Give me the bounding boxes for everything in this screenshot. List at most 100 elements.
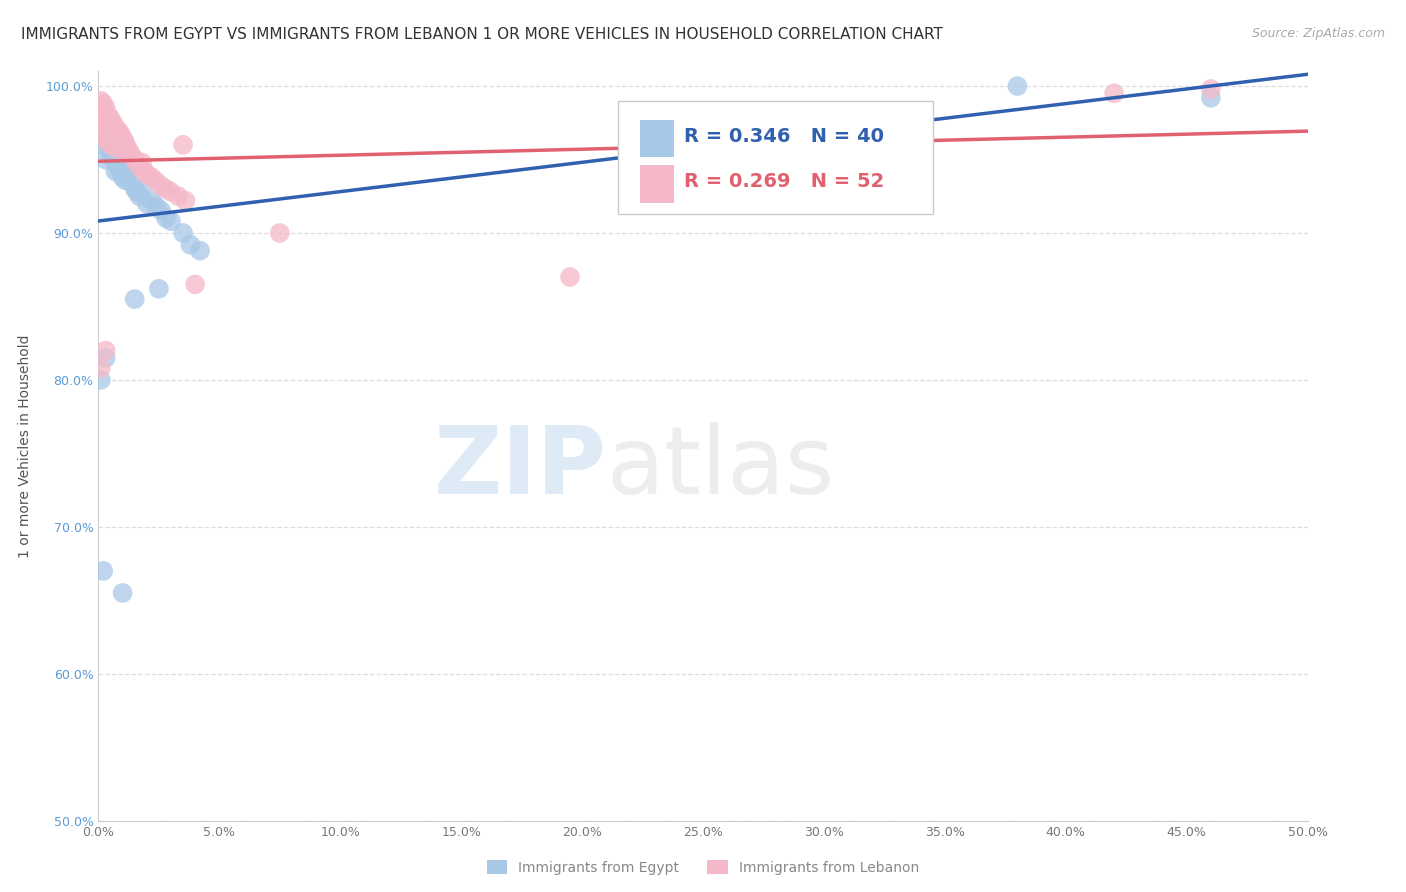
Point — [91, 112, 114, 126]
Point — [107, 153, 129, 167]
Point — [269, 226, 291, 240]
Point — [90, 94, 112, 108]
Point — [131, 155, 153, 169]
Point — [91, 564, 114, 578]
Point — [124, 292, 146, 306]
Y-axis label: 1 or more Vehicles in Household: 1 or more Vehicles in Household — [18, 334, 32, 558]
Point — [100, 141, 122, 155]
FancyBboxPatch shape — [640, 165, 673, 202]
Text: atlas: atlas — [606, 423, 835, 515]
Point — [124, 153, 146, 167]
Point — [101, 145, 124, 160]
Point — [100, 126, 122, 140]
Text: R = 0.346   N = 40: R = 0.346 N = 40 — [683, 127, 883, 145]
Point — [1199, 82, 1222, 96]
Point — [91, 116, 114, 130]
Point — [90, 108, 112, 122]
Point — [150, 178, 173, 193]
Point — [121, 150, 143, 164]
Point — [128, 189, 150, 203]
Text: R = 0.269   N = 52: R = 0.269 N = 52 — [683, 172, 884, 192]
Point — [104, 141, 127, 155]
Point — [94, 343, 117, 358]
Point — [135, 167, 157, 181]
Point — [97, 123, 120, 137]
Point — [97, 108, 120, 122]
Point — [124, 182, 146, 196]
Point — [104, 130, 127, 145]
Point — [94, 153, 117, 167]
Point — [145, 175, 167, 189]
Point — [127, 155, 149, 169]
Point — [160, 214, 183, 228]
Point — [97, 135, 120, 149]
Point — [174, 194, 197, 208]
Point — [94, 116, 117, 130]
Point — [167, 189, 190, 203]
Point — [114, 145, 136, 160]
Point — [108, 126, 131, 140]
Point — [148, 282, 170, 296]
Point — [91, 137, 114, 152]
Point — [104, 164, 127, 178]
Point — [90, 361, 112, 376]
Point — [100, 137, 122, 152]
Point — [101, 126, 124, 140]
Point — [172, 226, 194, 240]
Legend: Immigrants from Egypt, Immigrants from Lebanon: Immigrants from Egypt, Immigrants from L… — [481, 855, 925, 880]
Point — [91, 96, 114, 111]
Point — [117, 167, 139, 181]
Point — [94, 130, 117, 145]
Point — [188, 244, 211, 258]
Point — [90, 373, 112, 387]
Point — [558, 270, 581, 285]
Point — [135, 196, 157, 211]
Point — [1199, 91, 1222, 105]
Point — [111, 170, 134, 185]
Point — [100, 150, 122, 164]
Point — [127, 185, 149, 199]
Point — [131, 182, 153, 196]
Point — [179, 237, 201, 252]
Point — [94, 101, 117, 115]
Point — [128, 160, 150, 174]
Point — [172, 137, 194, 152]
Point — [111, 141, 134, 155]
Point — [117, 141, 139, 155]
Text: ZIP: ZIP — [433, 423, 606, 515]
Point — [141, 194, 163, 208]
Point — [118, 175, 141, 189]
Point — [184, 277, 207, 292]
Point — [107, 123, 129, 137]
FancyBboxPatch shape — [619, 102, 932, 214]
Point — [104, 120, 127, 135]
Point — [118, 145, 141, 160]
Point — [111, 586, 134, 600]
Point — [107, 160, 129, 174]
Point — [91, 126, 114, 140]
Point — [160, 185, 183, 199]
Point — [1102, 87, 1125, 101]
Point — [94, 351, 117, 365]
Point — [101, 116, 124, 130]
Point — [1007, 78, 1029, 93]
Point — [111, 167, 134, 181]
Point — [141, 170, 163, 185]
Point — [114, 173, 136, 187]
Point — [100, 112, 122, 126]
Point — [101, 137, 124, 152]
Text: IMMIGRANTS FROM EGYPT VS IMMIGRANTS FROM LEBANON 1 OR MORE VEHICLES IN HOUSEHOLD: IMMIGRANTS FROM EGYPT VS IMMIGRANTS FROM… — [21, 27, 943, 42]
Point — [114, 135, 136, 149]
Point — [90, 123, 112, 137]
Point — [104, 155, 127, 169]
Point — [134, 164, 156, 178]
FancyBboxPatch shape — [640, 120, 673, 157]
Point — [94, 130, 117, 145]
Point — [155, 182, 177, 196]
Point — [108, 164, 131, 178]
Point — [145, 200, 167, 214]
Text: Source: ZipAtlas.com: Source: ZipAtlas.com — [1251, 27, 1385, 40]
Point — [107, 135, 129, 149]
Point — [155, 211, 177, 226]
Point — [150, 203, 173, 218]
